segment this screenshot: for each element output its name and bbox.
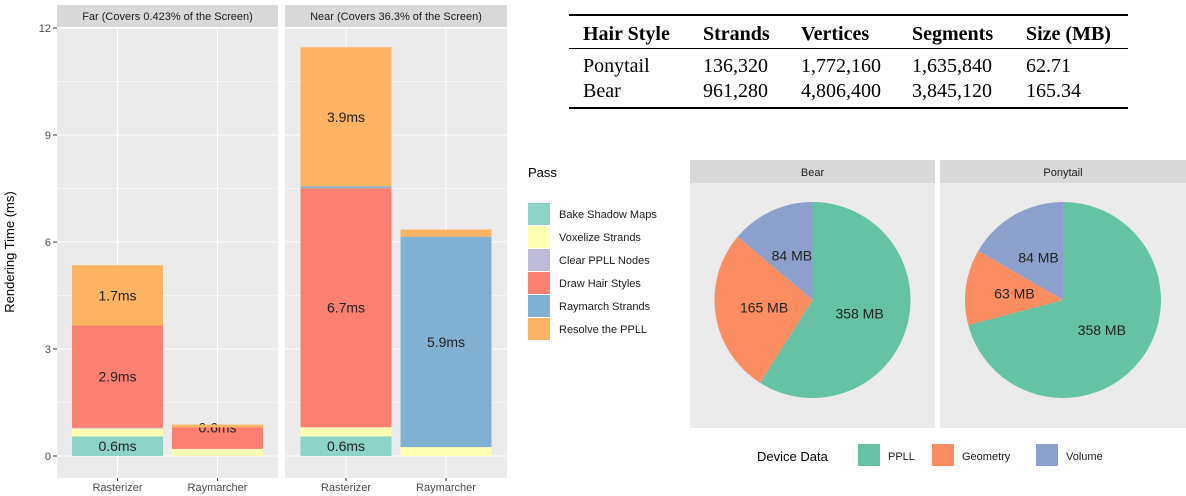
bar-segment-bake-shadow-maps (300, 436, 392, 456)
col-header: Hair Style (583, 23, 670, 45)
legend-label: Raymarch Strands (559, 301, 651, 313)
bar-label: 3.9ms (327, 109, 365, 125)
pie-slice-volume (978, 202, 1063, 300)
legend-swatch (528, 203, 550, 225)
pie-label: 358 MB (835, 306, 883, 322)
y-tick-label: 0 (45, 451, 51, 463)
cell: 62.71 (1026, 55, 1071, 77)
x-tick-label: Rasterizer (321, 482, 371, 494)
y-tick-label: 12 (39, 23, 51, 35)
bar-segment-voxelize-strands (72, 428, 163, 437)
legend-swatch (932, 444, 954, 466)
panel-strip (690, 160, 935, 183)
legend-swatch (1036, 444, 1058, 466)
legend-label: Draw Hair Styles (559, 278, 641, 290)
pie-label: 358 MB (1078, 322, 1126, 338)
x-tick-label: Raymarcher (188, 482, 248, 494)
panel-strip (940, 160, 1186, 183)
pie-slice-ppll (760, 202, 911, 398)
bar-label: 2.9ms (98, 369, 136, 385)
panel-title: Bear (801, 167, 825, 179)
legend-label: Clear PPLL Nodes (559, 255, 650, 267)
panel-title: Ponytail (1043, 167, 1082, 179)
bar-segment-resolve-the-ppll (400, 229, 492, 237)
pie-label: 63 MB (994, 285, 1034, 301)
legend-swatch (858, 444, 880, 466)
pie-slice-geometry (714, 236, 813, 383)
legend-swatch (528, 318, 550, 340)
pie-label: 165 MB (740, 299, 788, 315)
bar-segment-resolve-the-ppll (72, 265, 163, 326)
y-tick-label: 6 (45, 237, 51, 249)
legend-label: Resolve the PPLL (559, 324, 647, 336)
cell: 165.34 (1026, 80, 1081, 102)
bar-segment-raymarch-strands (300, 186, 392, 189)
bar-segment-voxelize-strands (172, 448, 263, 456)
bar-segment-resolve-the-ppll (300, 47, 392, 187)
panel-strip (57, 5, 278, 27)
pie-slice-ppll (968, 202, 1162, 398)
bar-segment-voxelize-strands (300, 427, 392, 437)
col-header: Strands (703, 23, 770, 45)
cell: 961,280 (703, 80, 768, 102)
legend-label: Voxelize Strands (559, 232, 641, 244)
pie-label: 84 MB (772, 248, 812, 264)
cell: Ponytail (583, 55, 650, 77)
bar-segment-raymarch-strands (400, 236, 492, 448)
legend-swatch (528, 295, 550, 317)
bar-label: 0.6ms (98, 438, 136, 454)
bar-segment-clear-ppll-nodes (72, 427, 163, 429)
bar-label: 1.7ms (98, 287, 136, 303)
bar-label: 0.6ms (327, 438, 365, 454)
legend-label: PPLL (888, 451, 915, 463)
legend-label: Geometry (962, 451, 1011, 463)
legend-swatch (528, 272, 550, 294)
pie-slice-volume (737, 202, 813, 300)
bar-segment-draw-hair-styles (72, 325, 163, 428)
legend-title: Device Data (757, 449, 829, 464)
panel-title: Near (Covers 36.3% of the Screen) (310, 11, 482, 23)
pie-slice-geometry (965, 250, 1063, 326)
hair-style-table: Hair Style Strands Vertices Segments Siz… (569, 14, 1128, 109)
bar-segment-bake-shadow-maps (72, 436, 163, 456)
col-header: Size (MB) (1026, 23, 1111, 45)
bar-segment-draw-hair-styles (300, 188, 392, 428)
pie-label: 84 MB (1018, 250, 1058, 266)
bar-segment-voxelize-strands (400, 447, 492, 456)
x-tick-label: Raymarcher (416, 482, 476, 494)
y-tick-label: 3 (45, 344, 51, 356)
bar-label: 6.7ms (327, 300, 365, 316)
col-header: Vertices (801, 23, 870, 45)
legend-title: Pass (528, 165, 557, 180)
panel-strip (285, 5, 507, 27)
bar-segment-resolve-the-ppll (172, 424, 263, 428)
cell: 1,772,160 (801, 55, 881, 77)
panel-title: Far (Covers 0.423% of the Screen) (82, 11, 253, 23)
bar-label: 5.9ms (427, 334, 465, 350)
legend-label: Volume (1066, 451, 1103, 463)
legend-swatch (528, 226, 550, 248)
table-header: Hair Style Strands Vertices Segments Siz… (569, 16, 1128, 49)
cell: 136,320 (703, 55, 768, 77)
table-row: Bear 961,280 4,806,400 3,845,120 165.34 (569, 79, 1128, 107)
legend-swatch (528, 249, 550, 271)
col-header: Segments (912, 23, 994, 45)
cell: 1,635,840 (912, 55, 992, 77)
cell: 3,845,120 (912, 80, 992, 102)
cell: 4,806,400 (801, 80, 881, 102)
y-axis-title: Rendering Time (ms) (2, 191, 17, 312)
y-tick-label: 9 (45, 130, 51, 142)
x-tick-label: Rasterizer (92, 482, 142, 494)
cell: Bear (583, 80, 621, 102)
legend-label: Bake Shadow Maps (559, 209, 657, 221)
table-row: Ponytail 136,320 1,772,160 1,635,840 62.… (569, 54, 1128, 79)
bar-segment-draw-hair-styles (172, 427, 263, 449)
